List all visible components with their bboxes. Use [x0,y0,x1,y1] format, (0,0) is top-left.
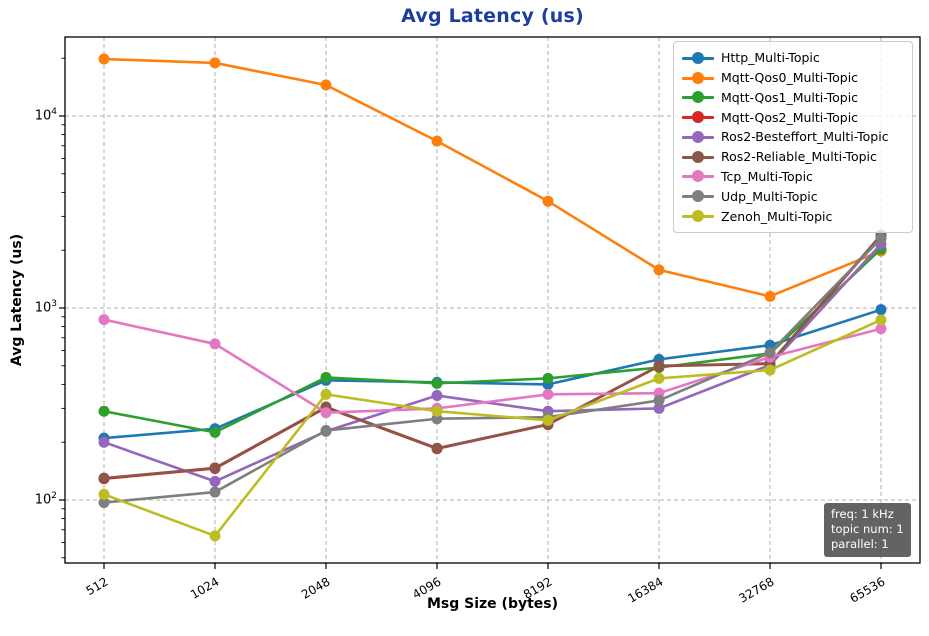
x-tick-label: 8192 [521,574,554,601]
legend-marker-icon [682,130,714,143]
series-line-Tcp_Multi-Topic [102,318,883,414]
series-line-Mqtt-Qos1_Multi-Topic [102,247,883,434]
series-point-Mqtt-Qos0_Multi-Topic [653,264,665,276]
legend-item-Mqtt-Qos2_Multi-Topic: Mqtt-Qos2_Multi-Topic [682,108,904,127]
series-point-Ros2-Besteffort_Multi-Topic [431,390,443,402]
series-point-Mqtt-Qos1_Multi-Topic [431,377,443,389]
series-point-Udp_Multi-Topic [320,425,332,437]
legend-label: Tcp_Multi-Topic [721,168,813,184]
legend-label: Udp_Multi-Topic [721,188,818,204]
series-point-Ros2-Besteffort_Multi-Topic [209,475,221,487]
legend-label: Ros2-Reliable_Multi-Topic [721,149,877,165]
legend-item-Mqtt-Qos0_Multi-Topic: Mqtt-Qos0_Multi-Topic [682,68,904,87]
legend-label: Ros2-Besteffort_Multi-Topic [721,129,889,145]
legend-label: Mqtt-Qos0_Multi-Topic [721,70,859,86]
series-line-Http_Multi-Topic [102,308,883,440]
series-line-Mqtt-Qos0_Multi-Topic [102,57,883,298]
x-tick-label: 2048 [299,574,332,601]
series-point-Udp_Multi-Topic [209,486,221,498]
legend-item-Ros2-Reliable_Multi-Topic: Ros2-Reliable_Multi-Topic [682,147,904,166]
series-point-Mqtt-Qos0_Multi-Topic [98,53,110,65]
series-point-Zenoh_Multi-Topic [431,405,443,417]
series-point-Zenoh_Multi-Topic [653,372,665,384]
legend-marker-icon [682,150,714,163]
series-point-Tcp_Multi-Topic [875,323,887,335]
series-point-Zenoh_Multi-Topic [875,314,887,326]
x-tick-label: 65536 [847,574,887,605]
annotation-line-freq: freq: 1 kHz [831,507,894,521]
x-tick-label: 32768 [736,574,776,605]
series-point-Ros2-Reliable_Multi-Topic [98,472,110,484]
series-point-Tcp_Multi-Topic [209,338,221,350]
series-point-Mqtt-Qos1_Multi-Topic [320,371,332,383]
legend-marker-icon [682,210,714,222]
series-point-Zenoh_Multi-Topic [209,530,221,542]
series-point-Zenoh_Multi-Topic [320,388,332,400]
series-point-Mqtt-Qos1_Multi-Topic [542,372,554,384]
legend-marker-icon [682,71,714,84]
y-tick-label: 102 [34,491,57,508]
series-line-Ros2-Reliable_Multi-Topic [102,233,883,480]
legend-item-Tcp_Multi-Topic: Tcp_Multi-Topic [682,167,904,186]
annotation-box: freq: 1 kHz topic num: 1 parallel: 1 [824,503,911,557]
chart-title: Avg Latency (us) [401,5,584,27]
series-point-Zenoh_Multi-Topic [98,488,110,500]
legend-item-Zenoh_Multi-Topic: Zenoh_Multi-Topic [682,207,904,226]
series-point-Mqtt-Qos0_Multi-Topic [764,290,776,302]
series-point-Http_Multi-Topic [875,304,887,316]
legend-label: Http_Multi-Topic [721,50,820,66]
series-line-Mqtt-Qos2_Multi-Topic [102,234,883,481]
series-point-Udp_Multi-Topic [764,347,776,359]
series-point-Udp_Multi-Topic [875,233,887,245]
legend-label: Zenoh_Multi-Topic [721,208,833,224]
series-point-Mqtt-Qos1_Multi-Topic [209,426,221,438]
series-line-Zenoh_Multi-Topic [102,318,883,538]
x-tick-label: 1024 [188,574,221,601]
series-point-Tcp_Multi-Topic [542,388,554,400]
legend-item-Http_Multi-Topic: Http_Multi-Topic [682,48,904,67]
x-tick-label: 512 [84,574,111,598]
series-point-Ros2-Besteffort_Multi-Topic [653,402,665,414]
legend-marker-icon [682,170,714,183]
x-axis-label: Msg Size (bytes) [426,596,559,612]
y-tick-label: 104 [34,107,57,124]
series-point-Udp_Multi-Topic [431,413,443,425]
series-point-Udp_Multi-Topic [653,394,665,406]
series-point-Mqtt-Qos0_Multi-Topic [320,79,332,91]
series-point-Mqtt-Qos0_Multi-Topic [431,135,443,147]
series-point-Mqtt-Qos1_Multi-Topic [98,405,110,417]
x-tick-label: 4096 [410,574,443,601]
legend-item-Ros2-Besteffort_Multi-Topic: Ros2-Besteffort_Multi-Topic [682,127,904,146]
series-point-Mqtt-Qos0_Multi-Topic [209,57,221,69]
series-point-Ros2-Reliable_Multi-Topic [431,442,443,454]
annotation-line-topicnum: topic num: 1 [831,521,904,536]
y-tick-label: 103 [34,299,57,316]
series-point-Zenoh_Multi-Topic [764,364,776,376]
series-point-Mqtt-Qos0_Multi-Topic [542,195,554,207]
series-point-Ros2-Reliable_Multi-Topic [653,360,665,372]
series-point-Tcp_Multi-Topic [98,314,110,326]
legend: Http_Multi-Topic Mqtt-Qos0_Multi-Topic Mqt… [673,41,913,233]
legend-marker-icon [682,91,714,104]
series-point-Udp_Multi-Topic [98,497,110,509]
axes-spines [64,36,921,564]
legend-marker-icon [682,51,714,64]
series-point-Ros2-Besteffort_Multi-Topic [98,436,110,448]
legend-marker-icon [682,190,714,203]
series-point-Ros2-Reliable_Multi-Topic [209,462,221,474]
legend-label: Mqtt-Qos2_Multi-Topic [721,109,859,125]
series-point-Tcp_Multi-Topic [320,407,332,419]
series-line-Udp_Multi-Topic [102,237,883,504]
legend-label: Mqtt-Qos1_Multi-Topic [721,89,859,105]
x-tick-label: 16384 [625,574,665,605]
series-point-Zenoh_Multi-Topic [542,414,554,426]
legend-item-Udp_Multi-Topic: Udp_Multi-Topic [682,187,904,206]
annotation-line-parallel: parallel: 1 [831,536,889,551]
legend-item-Mqtt-Qos1_Multi-Topic: Mqtt-Qos1_Multi-Topic [682,88,904,107]
legend-marker-icon [682,111,714,124]
